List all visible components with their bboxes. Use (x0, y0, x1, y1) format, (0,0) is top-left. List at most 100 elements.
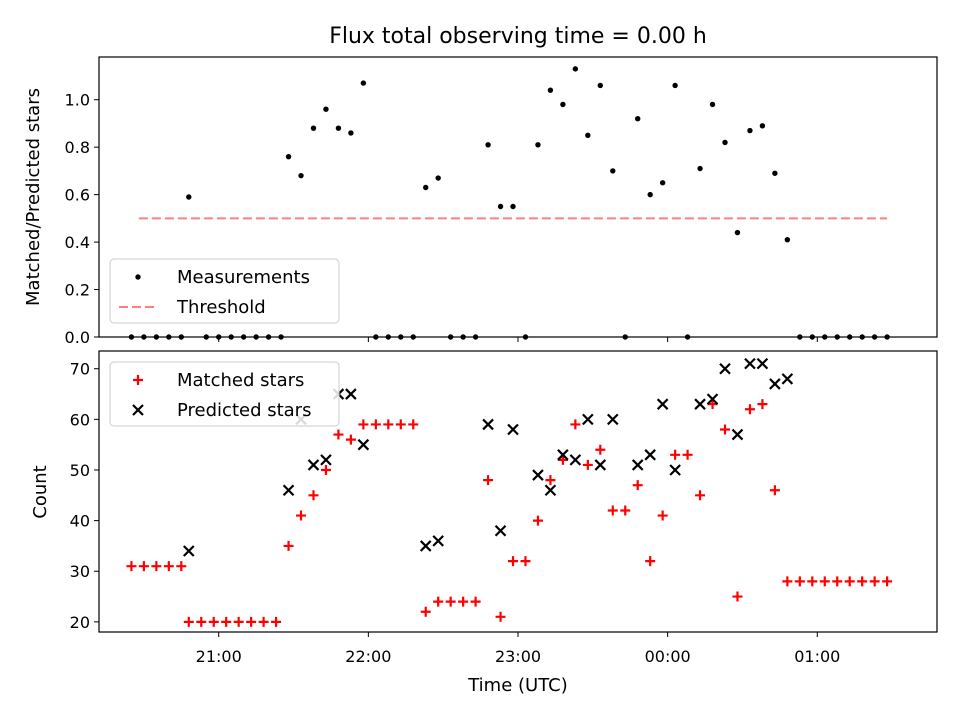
measurement-point (722, 139, 728, 146)
matched-star-point (183, 616, 194, 627)
matched-star-point (126, 561, 137, 572)
y-tick-label: 0.6 (65, 186, 90, 205)
measurement-point (597, 82, 604, 89)
matched-star-point (483, 475, 494, 486)
x-tick-label: 00:00 (645, 647, 691, 666)
predicted-star-point (419, 540, 432, 552)
matched-star-point (682, 449, 693, 460)
predicted-star-point (532, 469, 544, 481)
matched-star-point (246, 616, 257, 627)
matched-star-point (138, 561, 149, 572)
y-tick-label: 0.0 (65, 328, 90, 347)
matched-star-point (408, 419, 419, 430)
measurement-point (659, 180, 666, 186)
measurement-point (510, 203, 516, 210)
matched-star-point (271, 616, 282, 627)
matched-star-point (333, 429, 344, 440)
predicted-star-point (494, 524, 507, 537)
y-tick-label: 20 (70, 613, 90, 632)
matched-star-point (832, 576, 843, 587)
measurement-point (535, 142, 541, 148)
predicted-star-point (706, 393, 719, 405)
x-tick-label: 21:00 (196, 647, 242, 666)
matched-star-point (707, 399, 718, 410)
legend-label: Matched stars (177, 370, 304, 391)
matched-star-point (308, 490, 319, 501)
matched-star-point (370, 419, 381, 430)
predicted-star-point (320, 454, 332, 466)
matched-star-point (151, 561, 162, 572)
matched-star-point (520, 556, 531, 567)
matched-star-point (769, 485, 780, 496)
matched-star-point (196, 616, 207, 627)
predicted-star-point (282, 484, 295, 497)
measurement-point (734, 229, 741, 236)
measurement-point (610, 168, 616, 174)
legend-box (109, 361, 340, 427)
top-y-axis-label: Matched/Predicted stars (23, 88, 44, 306)
matched-star-point (433, 596, 444, 607)
legend-label: Measurements (177, 267, 310, 288)
matched-star-point (208, 616, 219, 627)
predicted-star-point (345, 388, 357, 400)
matched-star-point (782, 576, 793, 587)
matched-star-point (545, 475, 556, 486)
measurement-point (298, 172, 304, 179)
measurement-point (672, 82, 678, 89)
matched-star-point (557, 454, 568, 465)
matched-star-point (420, 606, 431, 617)
predicted-star-point (307, 459, 320, 471)
axes-frame (98, 56, 938, 338)
predicted-star-point (769, 378, 781, 390)
top-plot-area: 0.0 0.2 0.4 0.6 0.8 1.0 Measurements Threshold (65, 56, 938, 347)
matched-star-point (233, 616, 244, 627)
y-tick-label: 60 (70, 410, 90, 429)
measurement-point (285, 153, 292, 160)
predicted-star-point (183, 545, 195, 557)
axes-frame (98, 350, 938, 633)
measurement-point (186, 194, 192, 200)
legend-box (109, 258, 340, 324)
predicted-star-point (644, 449, 656, 461)
legend-label: Predicted stars (177, 400, 311, 421)
matched-star-point (807, 576, 818, 587)
predicted-star-point (357, 438, 370, 451)
x-tick-label: 01:00 (794, 647, 840, 666)
x-tick-label: 22:00 (345, 647, 391, 666)
measurement-point (784, 237, 791, 243)
measurement-point (348, 130, 354, 136)
matched-star-point (283, 540, 294, 551)
predicted-star-point (756, 357, 769, 370)
matched-star-point (221, 616, 232, 627)
measurement-point (647, 191, 653, 198)
matched-star-point (607, 505, 618, 516)
legend-measurement-swatch (135, 274, 141, 280)
matched-star-point (645, 556, 656, 567)
matched-star-point (657, 510, 668, 521)
matched-star-point (632, 480, 643, 491)
matched-star-point (670, 449, 681, 460)
matched-star-point (495, 611, 506, 622)
measurement-point (435, 175, 441, 181)
matched-star-point (582, 459, 593, 470)
predicted-star-point (744, 357, 756, 370)
y-tick-label: 70 (70, 360, 90, 379)
predicted-star-point (781, 373, 794, 385)
y-tick-label: 0.8 (65, 138, 90, 157)
x-tick-label: 23:00 (495, 647, 541, 666)
matched-star-point (844, 576, 855, 587)
matched-star-point (163, 561, 174, 572)
matched-star-point (345, 434, 356, 445)
matched-star-point (757, 399, 768, 410)
y-tick-label: 1.0 (65, 91, 90, 110)
matched-star-point (695, 490, 706, 501)
matched-star-point (857, 576, 868, 587)
predicted-star-point (582, 413, 594, 426)
measurement-point (747, 127, 753, 134)
predicted-star-point (656, 398, 669, 410)
matched-star-point (383, 419, 394, 430)
predicted-star-point (731, 428, 744, 441)
matched-star-point (720, 424, 731, 435)
